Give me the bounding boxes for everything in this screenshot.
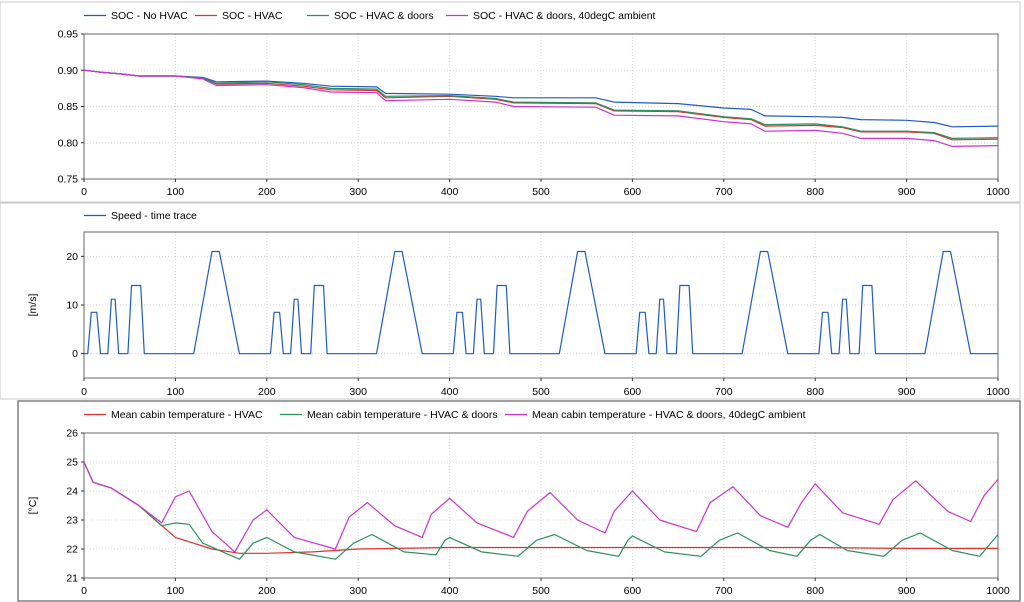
- x-tick-label: 500: [532, 585, 550, 597]
- legend-label-1: Mean cabin temperature - HVAC: [111, 409, 263, 421]
- x-tick-label: 600: [624, 386, 642, 398]
- x-tick-label: 1000: [986, 386, 1010, 398]
- y-tick-label: 24: [66, 486, 78, 498]
- series-line-2: [83, 461, 999, 560]
- x-tick-label: 1000: [986, 585, 1010, 597]
- y-tick-label: 25: [66, 457, 78, 469]
- y-axis-label: [°C]: [27, 497, 39, 515]
- x-tick-label: 800: [806, 386, 824, 398]
- x-tick-label: 0: [81, 585, 87, 597]
- x-tick-label: 700: [715, 186, 733, 198]
- y-tick-label: 0.80: [58, 137, 79, 149]
- y-tick-label: 0.95: [58, 29, 79, 41]
- x-tick-label: 100: [167, 386, 185, 398]
- speed-chart: 0 100 200 300 400 500 600 700 800 900 1000 0 10 20 [m/…: [27, 210, 1010, 398]
- x-tick-label: 700: [715, 585, 733, 597]
- x-tick-label: 800: [806, 186, 824, 198]
- x-tick-label: 900: [898, 186, 916, 198]
- y-tick-label: 26: [66, 428, 78, 440]
- y-tick-label: 20: [66, 251, 78, 263]
- legend-label-3: Mean cabin temperature - HVAC & doors, 4…: [532, 409, 806, 421]
- x-tick-label: 300: [349, 186, 367, 198]
- y-axis-label: [m/s]: [27, 294, 39, 317]
- x-tick-label: 700: [715, 386, 733, 398]
- x-tick-label: 300: [349, 386, 367, 398]
- x-tick-label: 400: [441, 386, 459, 398]
- x-tick-label: 800: [806, 585, 824, 597]
- x-tick-label: 0: [81, 386, 87, 398]
- legend-label-2: Mean cabin temperature - HVAC & doors: [307, 409, 498, 421]
- x-tick-label: 1000: [986, 186, 1010, 198]
- legend-label-3: SOC - HVAC & doors: [334, 10, 434, 22]
- y-tick-label: 0.90: [58, 65, 79, 77]
- x-tick-label: 0: [81, 186, 87, 198]
- legend-label-4: SOC - HVAC & doors, 40degC ambient: [473, 10, 656, 22]
- y-tick-label: 22: [66, 544, 78, 556]
- legend-label-1: SOC - No HVAC: [111, 10, 188, 22]
- legend-label-1: Speed - time trace: [111, 210, 197, 222]
- legend-label-2: SOC - HVAC: [222, 10, 283, 22]
- x-tick-label: 400: [441, 585, 459, 597]
- x-tick-label: 300: [349, 585, 367, 597]
- x-tick-label: 200: [258, 186, 276, 198]
- x-tick-label: 200: [258, 386, 276, 398]
- x-tick-label: 100: [167, 585, 185, 597]
- y-tick-label: 10: [66, 300, 78, 312]
- soc-chart: 0 100 200 300 400 500 600 700 800 900 1000 0.75 0.80…: [58, 10, 1010, 198]
- cabin-temperature-chart: 0 100 200 300 400 500 600 700 800 900 1000 21 22 23 24…: [27, 409, 1010, 597]
- y-tick-label: 0.85: [58, 101, 79, 113]
- x-tick-label: 200: [258, 585, 276, 597]
- y-tick-label: 23: [66, 515, 78, 527]
- x-tick-label: 600: [624, 585, 642, 597]
- series-line-1: [84, 250, 998, 355]
- series-line-3: [83, 461, 999, 553]
- x-tick-label: 900: [898, 386, 916, 398]
- y-tick-label: 0.75: [58, 174, 79, 186]
- x-tick-label: 100: [167, 186, 185, 198]
- x-tick-label: 900: [898, 585, 916, 597]
- y-tick-label: 21: [66, 573, 78, 585]
- x-tick-label: 400: [441, 186, 459, 198]
- x-tick-label: 500: [532, 186, 550, 198]
- x-tick-label: 600: [624, 186, 642, 198]
- x-tick-label: 500: [532, 386, 550, 398]
- y-tick-label: 0: [72, 348, 78, 360]
- series-line-4: [83, 69, 999, 147]
